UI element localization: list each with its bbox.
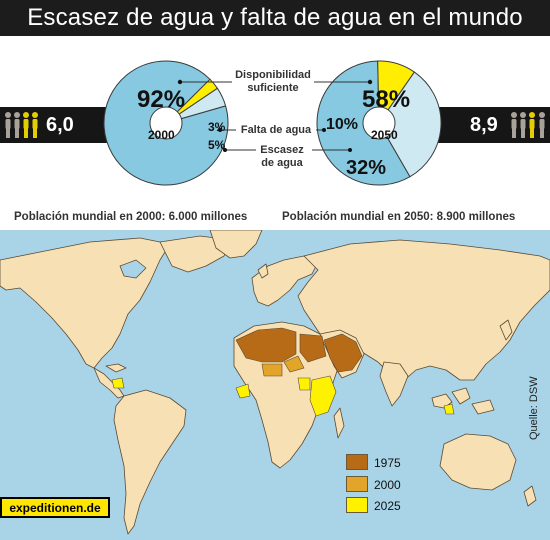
- pie-2050-label-adequate: 58%: [362, 86, 411, 113]
- people-icon-left: [5, 112, 38, 138]
- source-note: Quelle: DSW: [528, 376, 540, 440]
- legend-scarcity: Escasez de agua: [260, 144, 304, 169]
- page-title: Escasez de agua y falta de agua en el mu…: [0, 0, 550, 36]
- pie-2000-center-hole: [149, 106, 183, 140]
- pie-2050-center-year: 2050: [371, 128, 398, 142]
- pie-2000-label-adequate: 92%: [137, 86, 186, 113]
- expeditionen-logo[interactable]: expeditionen.de: [0, 497, 110, 518]
- map-legend-label-2000: 2000: [374, 478, 401, 492]
- world-map: [0, 229, 550, 540]
- people-icon-right: [511, 112, 545, 138]
- caption-2050: Población mundial en 2050: 8.900 millone…: [282, 211, 516, 223]
- population-value-2000: 6,0: [46, 114, 74, 136]
- caption-2000: Población mundial en 2000: 6.000 millone…: [14, 211, 248, 223]
- map-legend-label-1975: 1975: [374, 456, 401, 470]
- pie-2000-center-year: 2000: [148, 128, 175, 142]
- map-legend-swatch-2000: [346, 476, 368, 492]
- pie-2000-slice-scarcity: [165, 87, 227, 124]
- world-map-graphic: [0, 229, 550, 540]
- map-legend-swatch-1975: [346, 454, 368, 470]
- legend-shortage: Falta de agua: [240, 124, 312, 136]
- pie-2050-slice-scarcity: [378, 71, 442, 178]
- pie-2000-label-scarcity: 5%: [208, 138, 226, 152]
- pie-2050-center-hole: [362, 106, 396, 140]
- pie-2050-label-shortage: 10%: [326, 116, 359, 133]
- map-legend-swatch-2025: [346, 497, 368, 513]
- population-value-2050: 8,9: [470, 114, 498, 136]
- pie-2050-label-scarcity: 32%: [346, 157, 387, 179]
- pie-chart-2050: [316, 60, 442, 186]
- map-legend-label-2025: 2025: [374, 499, 401, 513]
- legend-adequate: Disponibilidad suficiente: [235, 69, 311, 94]
- pie-chart-2000: [103, 60, 229, 186]
- legend-leader-lines: [177, 79, 373, 152]
